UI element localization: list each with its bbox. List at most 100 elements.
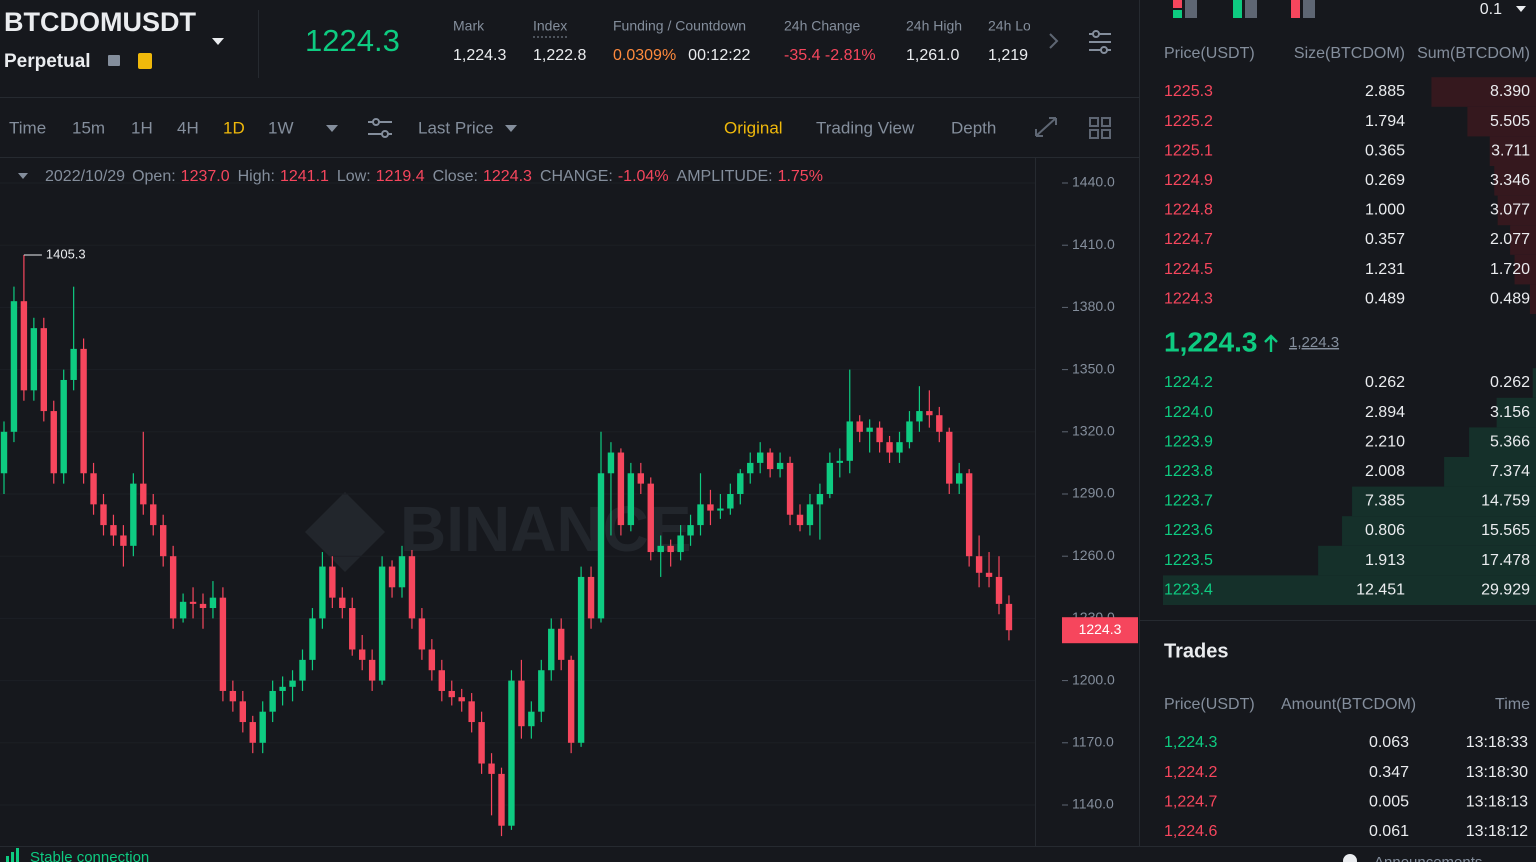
candle-body <box>0 431 8 474</box>
candle-body <box>697 504 704 526</box>
book-price[interactable]: 1224.0 <box>1164 404 1213 421</box>
price-type-dropdown[interactable] <box>505 125 517 132</box>
layout-icon[interactable] <box>1089 117 1111 139</box>
candle-body <box>100 504 107 526</box>
candle-body <box>448 690 455 698</box>
trade-amount: 0.005 <box>1369 793 1409 810</box>
depth-bar <box>1496 397 1536 428</box>
book-price[interactable]: 1223.5 <box>1164 552 1213 569</box>
view-tab[interactable]: Depth <box>951 118 996 137</box>
candle-body <box>836 460 843 463</box>
candle-body <box>339 597 346 609</box>
view-tab[interactable]: Trading View <box>816 118 915 137</box>
interval-tab[interactable]: 1H <box>131 118 153 137</box>
watermark: BINANCE <box>400 493 692 565</box>
book-price[interactable]: 1223.9 <box>1164 433 1213 450</box>
depth-bar <box>1352 486 1536 517</box>
book-price[interactable]: 1224.5 <box>1164 261 1213 278</box>
book-size: 1.231 <box>1365 261 1405 278</box>
high-label: 1405.3 <box>46 246 86 261</box>
book-price[interactable]: 1223.7 <box>1164 493 1213 510</box>
depth-bar <box>1532 368 1536 398</box>
y-tick-label: 1410.0 <box>1072 236 1115 252</box>
indicator-icon[interactable] <box>368 118 392 138</box>
candle-body <box>90 473 97 505</box>
last-price-label: 1224.3 <box>1079 621 1122 637</box>
book-price[interactable]: 1224.2 <box>1164 374 1213 391</box>
book-price[interactable]: 1224.9 <box>1164 172 1213 189</box>
candle-body <box>766 452 774 470</box>
depth-bar <box>1494 166 1536 196</box>
interval-tab[interactable]: 15m <box>72 118 105 137</box>
candle-body <box>896 442 903 453</box>
candle-body <box>408 556 416 619</box>
stat-label: Mark <box>453 18 485 34</box>
book-size: 1.913 <box>1365 552 1405 569</box>
last-price-tag <box>1062 617 1138 644</box>
candle-body <box>667 545 674 553</box>
book-size: 0.365 <box>1365 142 1405 159</box>
precision-dropdown[interactable] <box>1516 6 1526 12</box>
candle-body <box>189 601 197 604</box>
book-layout-icons[interactable] <box>1173 0 1315 18</box>
trade-amount: 0.347 <box>1369 764 1409 781</box>
book-price[interactable]: 1224.7 <box>1164 231 1213 248</box>
candle-body <box>488 763 495 774</box>
book-price[interactable]: 1225.3 <box>1164 83 1213 100</box>
interval-dropdown[interactable] <box>326 125 338 132</box>
book-sum: 7.374 <box>1490 463 1530 480</box>
interval-tab[interactable]: 4H <box>177 118 199 137</box>
candle-body <box>826 462 834 494</box>
info-value: 1.75% <box>778 168 823 185</box>
trades-column: Amount(BTCDOM) <box>1281 696 1416 713</box>
settings-icon[interactable] <box>1089 30 1111 54</box>
price-up-arrow <box>1264 334 1278 352</box>
interval-tab[interactable]: 1D <box>223 118 245 137</box>
price-type[interactable]: Last Price <box>418 118 494 137</box>
book-price[interactable]: 1225.2 <box>1164 113 1213 130</box>
candle-body <box>398 556 406 588</box>
book-size: 2.210 <box>1365 433 1405 450</box>
symbol-dropdown[interactable] <box>212 38 224 45</box>
stat-value: 0.0309% <box>613 47 676 64</box>
book-price[interactable]: 1223.6 <box>1164 522 1213 539</box>
book-size: 7.385 <box>1365 493 1405 510</box>
candle-body <box>219 597 227 691</box>
candle-body <box>199 603 207 609</box>
scroll-arrow[interactable] <box>1049 33 1059 49</box>
info-label: Open: <box>132 168 176 185</box>
announcements[interactable]: Announcements <box>1374 854 1482 862</box>
book-sum: 0.489 <box>1490 290 1530 307</box>
book-price[interactable]: 1223.8 <box>1164 463 1213 480</box>
book-price[interactable]: 1224.3 <box>1164 290 1213 307</box>
book-size: 2.885 <box>1365 83 1405 100</box>
y-tick-label: 1380.0 <box>1072 298 1115 314</box>
book-sum: 3.711 <box>1491 142 1530 159</box>
y-tick-label: 1290.0 <box>1072 485 1115 501</box>
candle-body <box>60 379 67 474</box>
fullscreen-icon[interactable] <box>1035 117 1057 137</box>
announcement-dot[interactable] <box>1343 854 1357 862</box>
info-collapse[interactable] <box>18 173 28 179</box>
book-size: 0.357 <box>1365 231 1405 248</box>
stat-value: -35.4 -2.81% <box>784 47 876 64</box>
symbol: BTCDOMUSDT <box>4 7 196 37</box>
book-price[interactable]: 1223.4 <box>1164 581 1213 598</box>
candle-body <box>428 649 436 671</box>
candle-body <box>936 415 943 432</box>
view-tab[interactable]: Original <box>724 118 783 137</box>
candle-body <box>359 649 366 660</box>
candle-body <box>816 493 824 505</box>
candle-body <box>259 711 266 743</box>
book-price[interactable]: 1225.1 <box>1164 142 1213 159</box>
depth-bar <box>1444 457 1536 487</box>
info-value: 1219.4 <box>376 168 425 185</box>
precision[interactable]: 0.1 <box>1480 1 1502 18</box>
interval-tab[interactable]: 1W <box>268 118 294 137</box>
book-price[interactable]: 1224.8 <box>1164 202 1213 219</box>
candle-body <box>1005 603 1013 631</box>
book-sum: 3.077 <box>1490 202 1530 219</box>
candle-body <box>160 525 167 557</box>
